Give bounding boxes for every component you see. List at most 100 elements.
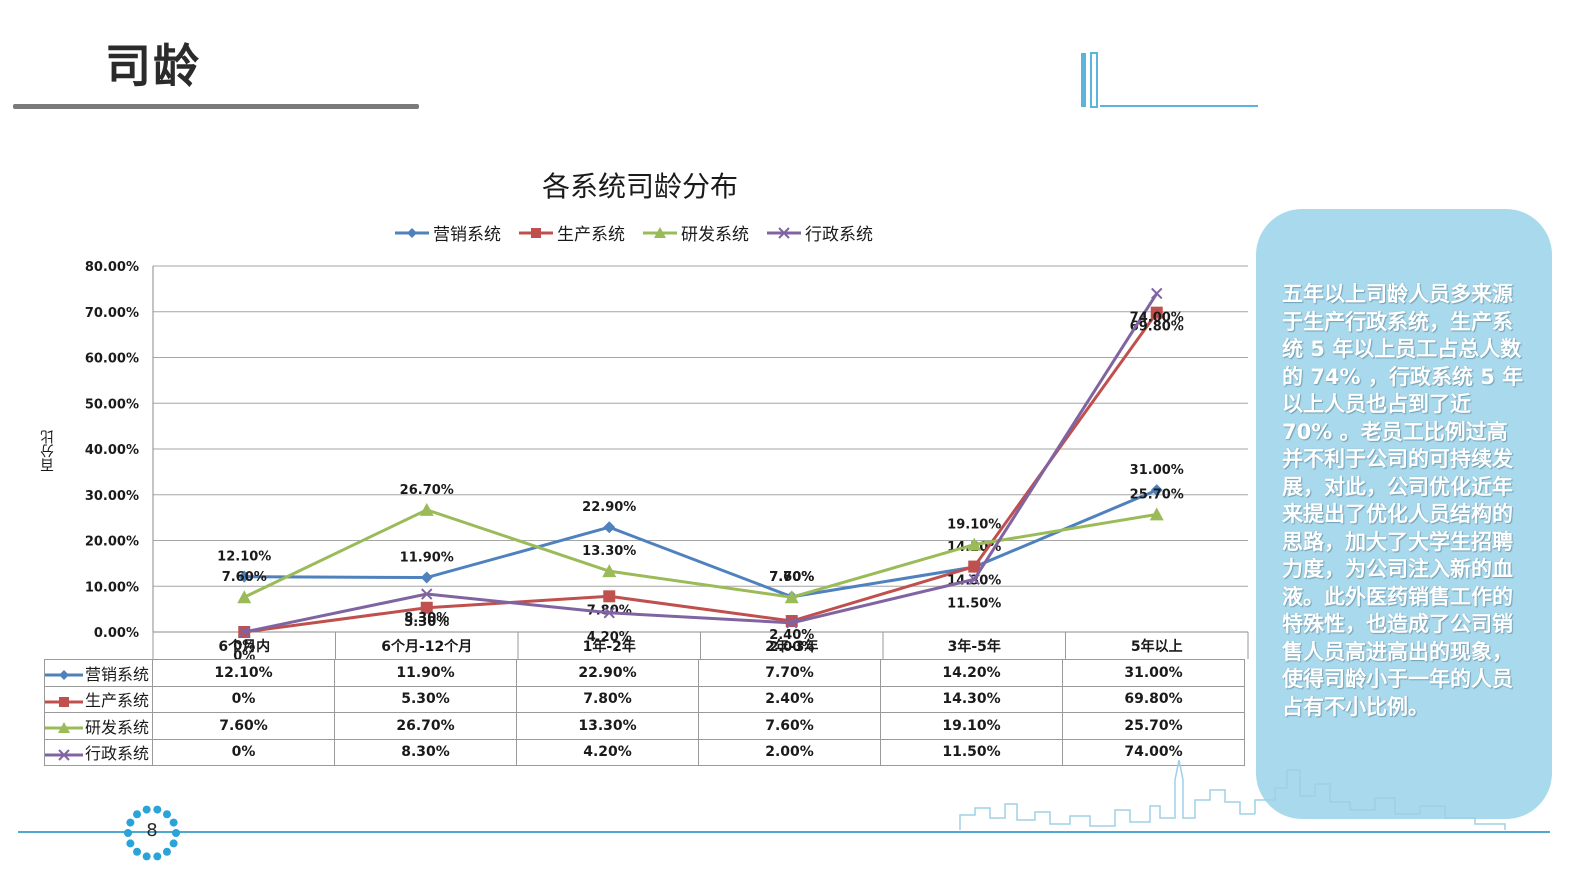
table-cell: 0% (152, 738, 335, 766)
y-tick-label: 50.00% (85, 397, 139, 412)
data-label: 22.90% (582, 500, 636, 515)
table-cell: 22.90% (516, 659, 699, 687)
table-cell: 11.50% (880, 738, 1063, 766)
data-point (603, 590, 616, 603)
series-marker-icon (45, 749, 83, 761)
series-line (243, 292, 1159, 634)
series-marker-icon (45, 696, 83, 707)
x-tick-label: 6个月-12个月 (381, 638, 472, 655)
series-name: 研发系统 (44, 712, 153, 740)
data-point (603, 521, 616, 534)
table-cell: 74.00% (1062, 738, 1245, 766)
data-label: 7.70% (769, 570, 814, 585)
table-cell: 13.30% (516, 712, 699, 740)
chart-data-table: 营销系统 12.10% 11.90% 22.90% 7.70% 14.20% 31.00% 生… (44, 659, 1245, 766)
y-tick-label: 80.00% (85, 260, 139, 275)
footer-divider (18, 831, 1550, 833)
y-tick-label: 70.00% (85, 306, 139, 321)
series-name: 营销系统 (44, 659, 153, 687)
table-row: 营销系统 12.10% 11.90% 22.90% 7.70% 14.20% 31.00% (44, 659, 1245, 687)
data-point (602, 564, 617, 578)
data-point (1150, 484, 1163, 497)
x-tick-label: 3年-5年 (948, 638, 1001, 655)
data-label: 31.00% (1130, 463, 1184, 478)
table-cell: 0% (152, 685, 335, 713)
table-row: 行政系统 0% 8.30% 4.20% 2.00% 11.50% 74.00% (44, 738, 1245, 766)
table-cell: 11.90% (334, 659, 517, 687)
page-number: 8 (146, 820, 158, 841)
y-tick-label: 0.00% (94, 626, 139, 641)
commentary-text: 五年以上司龄人员多来源于生产行政系统，生产系统 5 年以上员工占总人数的 74%… (1282, 282, 1524, 719)
legend-item: 营销系统 (395, 220, 501, 245)
series-name: 生产系统 (44, 685, 153, 713)
table-cell: 12.10% (152, 659, 335, 687)
series-label: 生产系统 (85, 691, 150, 711)
series-line (243, 508, 1157, 599)
data-label: 14.30% (947, 574, 1001, 589)
legend-label: 生产系统 (557, 225, 625, 245)
table-cell: 31.00% (1062, 659, 1245, 687)
chart-title: 各系统司龄分布 (541, 170, 738, 203)
page-number-badge-icon (124, 805, 180, 861)
table-cell: 25.70% (1062, 712, 1245, 740)
data-label: 7.60% (769, 570, 814, 585)
data-point (238, 626, 250, 638)
data-point (419, 502, 434, 516)
data-point (1149, 507, 1164, 521)
data-label: 4.20% (587, 630, 632, 645)
data-point (786, 617, 798, 629)
table-cell: 7.80% (516, 685, 699, 713)
data-label: 11.50% (947, 596, 1001, 611)
legend-label: 研发系统 (681, 225, 749, 245)
table-cell: 8.30% (334, 738, 517, 766)
table-cell: 2.40% (698, 685, 881, 713)
data-label: 2.00% (769, 640, 814, 655)
table-cell: 4.20% (516, 738, 699, 766)
data-label: 11.90% (400, 551, 454, 566)
commentary-box: 五年以上司龄人员多来源于生产行政系统，生产系统 5 年以上员工占总人数的 74%… (1256, 209, 1552, 819)
data-label: 8.30% (404, 611, 449, 626)
table-cell: 69.80% (1062, 685, 1245, 713)
data-label: 12.10% (217, 550, 271, 565)
data-label: 7.60% (222, 570, 267, 585)
data-label: 0% (233, 639, 255, 654)
data-point (784, 590, 799, 604)
legend-item: 生产系统 (519, 220, 625, 245)
data-label: 74.00% (1130, 310, 1184, 325)
series-label: 行政系统 (85, 744, 150, 764)
x-tick-label: 2年-3年 (765, 638, 818, 655)
legend-label: 行政系统 (805, 225, 873, 245)
y-tick-label: 10.00% (85, 580, 139, 595)
legend-label: 营销系统 (433, 225, 501, 245)
series-marker-icon (45, 670, 83, 681)
y-tick-label: 20.00% (85, 535, 139, 550)
table-cell: 26.70% (334, 712, 517, 740)
series-name: 行政系统 (44, 738, 153, 766)
table-row: 生产系统 0% 5.30% 7.80% 2.40% 14.30% 69.80% (44, 685, 1245, 713)
data-point (603, 607, 615, 619)
table-cell: 7.60% (698, 712, 881, 740)
series-line (244, 311, 1158, 634)
data-point (968, 573, 980, 586)
city-skyline-icon (959, 759, 1506, 830)
x-tick-label: 1年-2年 (583, 638, 636, 655)
data-point (1151, 287, 1163, 300)
series-line (244, 488, 1158, 599)
page-title: 司龄 (105, 39, 201, 93)
data-label: 25.70% (1130, 487, 1184, 502)
data-point (238, 570, 251, 583)
data-point (420, 571, 433, 584)
data-point (420, 601, 433, 614)
title-underline (13, 104, 419, 109)
table-cell: 19.10% (880, 712, 1063, 740)
data-label: 19.10% (947, 518, 1001, 533)
y-tick-label: 60.00% (85, 352, 139, 367)
data-label: 69.80% (1130, 320, 1184, 335)
y-tick-label: 40.00% (85, 443, 139, 458)
table-cell: 14.30% (880, 685, 1063, 713)
x-tick-label: 6个月内 (218, 638, 270, 655)
table-cell: 7.70% (698, 659, 881, 687)
table-cell: 14.20% (880, 659, 1063, 687)
series-label: 研发系统 (85, 717, 150, 737)
